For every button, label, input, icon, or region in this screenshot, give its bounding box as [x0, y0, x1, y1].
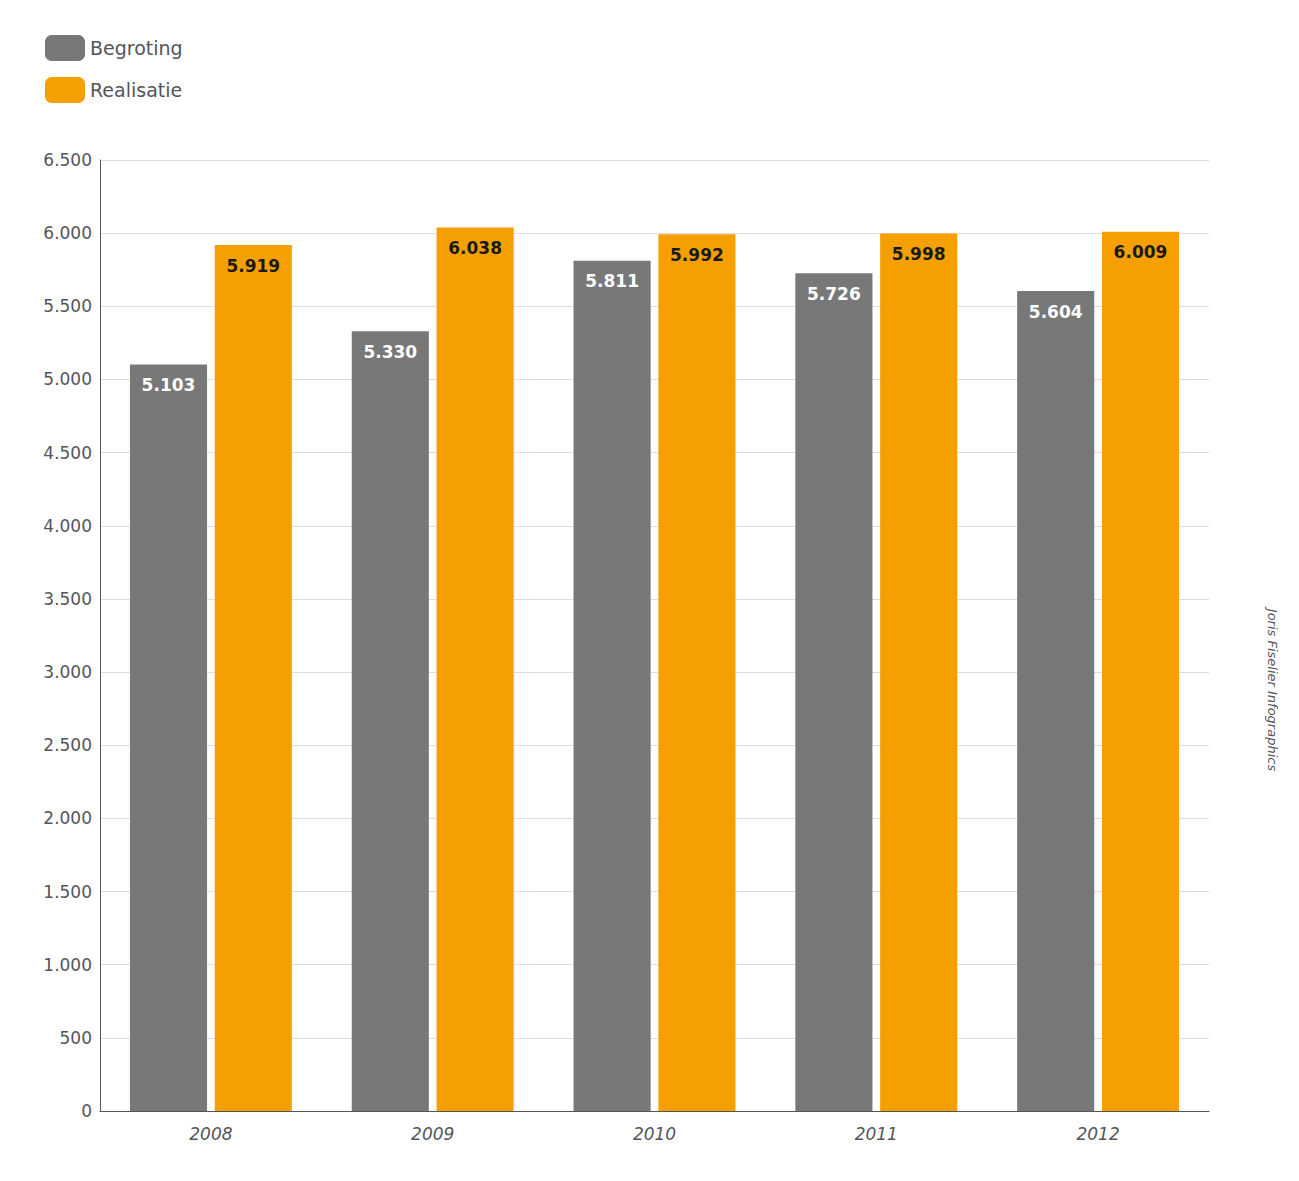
svg-text:6.500: 6.500 [43, 150, 92, 170]
svg-text:Joris Fiselier Infographics: Joris Fiselier Infographics [1265, 606, 1280, 772]
svg-text:2010: 2010 [633, 1124, 676, 1144]
svg-text:0: 0 [81, 1101, 92, 1121]
svg-text:2009: 2009 [411, 1124, 454, 1144]
svg-text:5.811: 5.811 [585, 271, 639, 291]
svg-text:500: 500 [60, 1028, 92, 1048]
svg-text:Realisatie: Realisatie [90, 79, 182, 101]
svg-text:1.500: 1.500 [43, 882, 92, 902]
svg-text:2012: 2012 [1076, 1124, 1119, 1144]
svg-text:Begroting: Begroting [90, 37, 183, 59]
svg-text:5.604: 5.604 [1029, 302, 1083, 322]
svg-text:3.000: 3.000 [43, 662, 92, 682]
svg-text:5.330: 5.330 [363, 342, 417, 362]
svg-text:5.919: 5.919 [226, 256, 280, 276]
svg-text:5.000: 5.000 [43, 369, 92, 389]
svg-text:5.726: 5.726 [807, 284, 861, 304]
svg-text:1.000: 1.000 [43, 955, 92, 975]
svg-text:4.000: 4.000 [43, 516, 92, 536]
svg-text:6.038: 6.038 [448, 238, 502, 258]
svg-text:2.000: 2.000 [43, 808, 92, 828]
svg-text:6.000: 6.000 [43, 223, 92, 243]
svg-text:5.998: 5.998 [892, 244, 946, 264]
svg-text:6.009: 6.009 [1114, 242, 1168, 262]
svg-text:5.500: 5.500 [43, 296, 92, 316]
svg-text:5.992: 5.992 [670, 245, 724, 265]
svg-text:2.500: 2.500 [43, 735, 92, 755]
svg-text:2011: 2011 [855, 1124, 898, 1144]
svg-text:4.500: 4.500 [43, 443, 92, 463]
svg-text:2008: 2008 [189, 1124, 232, 1144]
svg-text:3.500: 3.500 [43, 589, 92, 609]
svg-text:5.103: 5.103 [142, 375, 196, 395]
